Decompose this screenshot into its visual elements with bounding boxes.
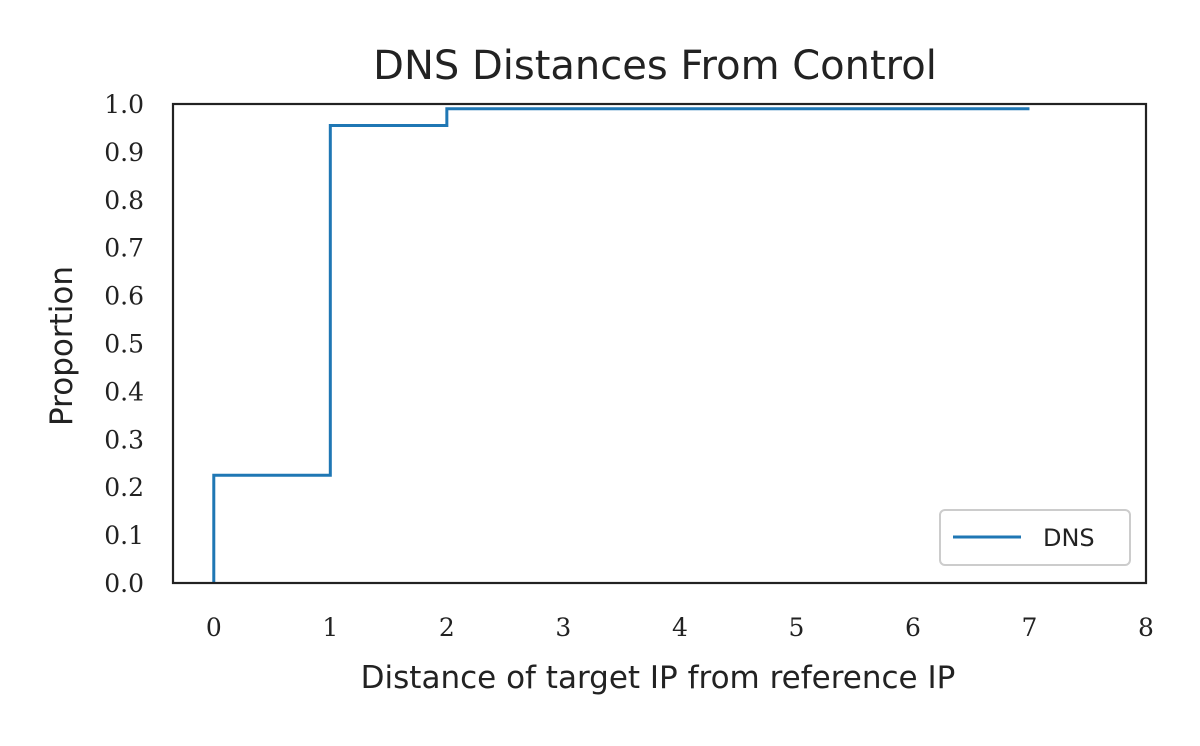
y-tick-label: 0.3 (104, 425, 144, 454)
legend-label-dns: DNS (1043, 524, 1095, 552)
x-tick-label: 7 (1022, 613, 1038, 642)
x-tick-label: 4 (672, 613, 688, 642)
series-line-dns (212, 107, 1030, 583)
chart-title: DNS Distances From Control (373, 43, 937, 89)
y-tick-label: 0.6 (104, 282, 144, 311)
series-layer (212, 107, 1030, 583)
x-tick-label: 5 (788, 613, 804, 642)
x-tick-label: 1 (322, 613, 338, 642)
x-tick-label: 3 (555, 613, 571, 642)
x-axis-ticks: 0 1 2 3 4 5 6 7 8 (206, 613, 1154, 642)
plot-frame (171, 102, 1148, 585)
y-tick-label: 0.8 (104, 186, 144, 215)
y-tick-label: 0.7 (104, 234, 144, 263)
x-axis-label: Distance of target IP from reference IP (361, 660, 956, 696)
y-tick-label: 0.1 (104, 521, 144, 550)
y-tick-label: 0.2 (104, 473, 144, 502)
x-tick-label: 6 (905, 613, 921, 642)
y-tick-label: 0.4 (104, 377, 144, 406)
y-tick-label: 1.0 (104, 90, 144, 119)
y-tick-label: 0.5 (104, 330, 144, 359)
y-axis-ticks: 0.0 0.1 0.2 0.3 0.4 0.5 0.6 0.7 0.8 0.9 1.0 (104, 90, 144, 598)
y-tick-label: 0.0 (104, 569, 144, 598)
legend: DNS (939, 509, 1131, 566)
y-axis-label: Proportion (44, 266, 80, 426)
x-tick-label: 8 (1138, 613, 1154, 642)
x-tick-label: 2 (439, 613, 455, 642)
legend-box (939, 509, 1131, 566)
y-tick-label: 0.9 (104, 138, 144, 167)
x-tick-label: 0 (206, 613, 222, 642)
